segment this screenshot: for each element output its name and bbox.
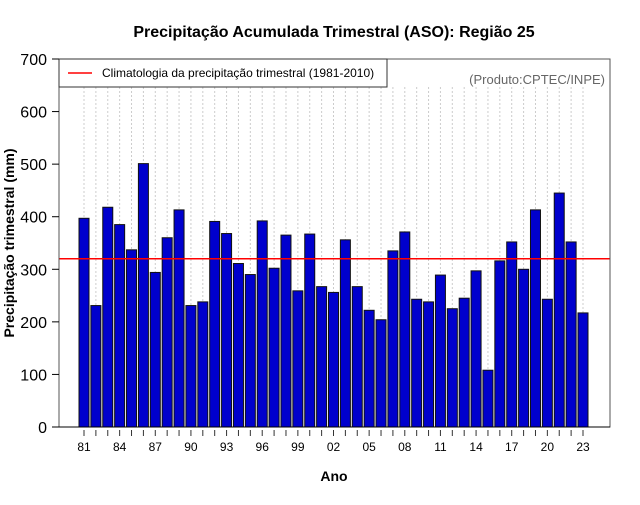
- y-tick-label: 400: [20, 210, 47, 227]
- x-tick-label: 99: [291, 440, 305, 454]
- bar-1997: [268, 267, 280, 428]
- legend: Climatologia da precipitação trimestral …: [58, 58, 388, 88]
- x-tick-label: 14: [469, 440, 483, 454]
- y-tick-label: 200: [20, 315, 47, 332]
- bar-2006: [375, 319, 387, 428]
- bar-2013: [458, 297, 470, 428]
- x-tick-label: 05: [362, 440, 376, 454]
- bar-1987: [149, 271, 161, 428]
- bar-1996: [256, 220, 268, 428]
- x-tick-label: 17: [505, 440, 519, 454]
- x-tick-label: 11: [434, 440, 447, 454]
- bar-1989: [173, 209, 185, 428]
- bar-2022: [565, 241, 577, 428]
- source-note: (Produto:CPTEC/INPE): [469, 72, 605, 87]
- bar-2007: [387, 250, 399, 428]
- y-tick-label: 100: [20, 367, 47, 384]
- bar-2010: [423, 301, 435, 428]
- bar-2001: [316, 286, 328, 428]
- bar-1981: [78, 217, 90, 428]
- bar-2005: [363, 309, 375, 428]
- x-axis-label: Ano: [320, 468, 347, 484]
- bar-1999: [292, 290, 304, 428]
- bar-2012: [446, 308, 458, 428]
- chart-title: Precipitação Acumulada Trimestral (ASO):…: [133, 24, 534, 41]
- y-tick-label: 0: [38, 420, 47, 437]
- x-axis: 81 84 87 90 93 96 99 02 05 08 11 14 17 20 23: [59, 426, 610, 454]
- bar-2009: [411, 298, 423, 428]
- bar-2018: [518, 268, 530, 428]
- bar-1998: [280, 234, 292, 428]
- bar-1995: [244, 274, 256, 428]
- bar-2000: [304, 233, 316, 428]
- y-tick-label: 500: [20, 157, 47, 174]
- y-axis: 0 100 200 300 400 500 600 700: [20, 52, 59, 437]
- bar-2016: [494, 260, 506, 428]
- bar-1986: [137, 163, 149, 428]
- y-tick-label: 600: [20, 105, 47, 122]
- bar-2014: [470, 270, 482, 428]
- bar-2019: [529, 209, 541, 428]
- bar-2020: [541, 298, 553, 428]
- x-tick-label: 93: [220, 440, 234, 454]
- bar-2003: [339, 239, 351, 428]
- bar-2002: [328, 291, 339, 428]
- bar-1985: [126, 249, 138, 428]
- bar-1990: [185, 305, 197, 428]
- bar-1994: [232, 263, 244, 428]
- x-tick-label: 87: [149, 440, 163, 454]
- bar-1992: [209, 220, 221, 428]
- x-tick-label: 20: [541, 440, 555, 454]
- bars: [78, 163, 589, 428]
- bar-2004: [351, 286, 363, 428]
- bar-2021: [553, 192, 565, 428]
- bar-2017: [506, 241, 518, 428]
- x-tick-label: 02: [327, 440, 341, 454]
- bar-2015: [482, 369, 494, 428]
- x-tick-label: 23: [576, 440, 590, 454]
- bar-1991: [197, 301, 209, 428]
- x-tick-label: 96: [256, 440, 270, 454]
- bar-1988: [161, 237, 173, 428]
- x-tick-label: 08: [398, 440, 412, 454]
- y-tick-label: 700: [20, 52, 47, 69]
- x-tick-label: 90: [184, 440, 198, 454]
- bar-2008: [399, 231, 411, 428]
- x-tick-label: 81: [77, 440, 91, 454]
- bar-2023: [577, 312, 589, 428]
- bar-1983: [102, 206, 114, 428]
- bar-2011: [434, 274, 446, 428]
- bar-1984: [114, 224, 126, 428]
- y-tick-label: 300: [20, 262, 47, 279]
- legend-label: Climatologia da precipitação trimestral …: [102, 66, 374, 80]
- y-axis-label: Precipitação trimestral (mm): [1, 148, 17, 337]
- bar-1982: [90, 305, 102, 428]
- bar-1993: [221, 233, 233, 428]
- x-tick-label: 84: [113, 440, 127, 454]
